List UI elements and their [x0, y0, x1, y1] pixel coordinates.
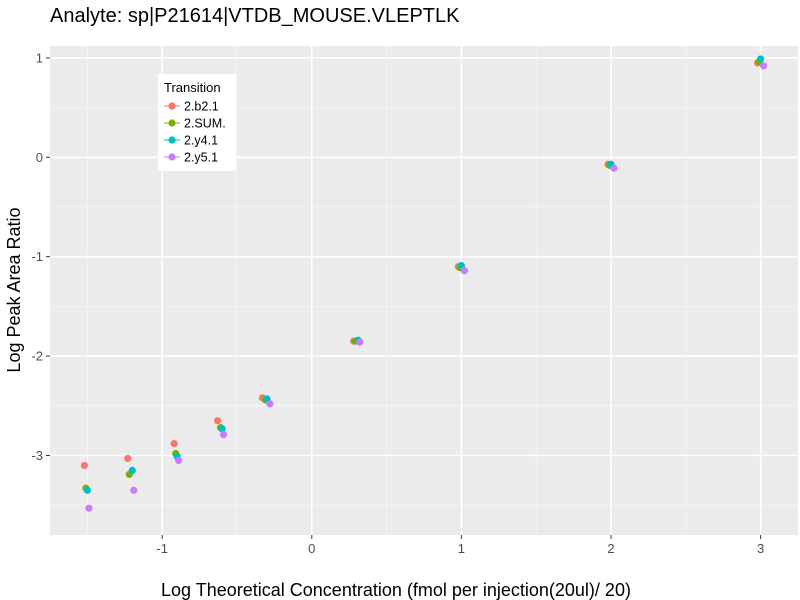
legend-items: 2.b2.1 2.SUM. 2.y4.1 2.y5.1 — [164, 100, 226, 165]
data-points — [80, 55, 768, 512]
data-point — [85, 504, 93, 512]
data-point — [218, 425, 226, 433]
legend-key-point — [168, 119, 176, 127]
legend-title: Transition — [164, 80, 221, 95]
y-tick-label: -3 — [31, 448, 43, 463]
y-axis-title: Log Peak Area Ratio — [4, 207, 24, 372]
data-point — [124, 454, 132, 463]
x-tick-label: 2 — [607, 541, 614, 556]
data-point — [175, 456, 183, 465]
legend-label: 2.b2.1 — [184, 100, 219, 114]
data-point — [356, 338, 364, 346]
tick-labels: -1 0 1 2 3 -3 -2 -1 0 1 — [31, 50, 764, 556]
data-point — [170, 439, 178, 448]
legend-label: 2.SUM. — [184, 117, 226, 131]
data-point — [80, 461, 89, 470]
legend-key-point — [168, 136, 176, 144]
legend-label: 2.y4.1 — [184, 134, 218, 148]
data-point — [759, 62, 768, 70]
legend-label: 2.y5.1 — [184, 151, 218, 165]
data-point — [219, 431, 228, 439]
y-tick-label: 0 — [36, 150, 43, 165]
y-tick-label: -2 — [31, 349, 43, 364]
axis-ticks — [46, 57, 762, 539]
legend-key-point — [168, 153, 176, 161]
x-tick-label: 3 — [757, 541, 764, 556]
data-point — [460, 267, 468, 275]
data-point — [130, 486, 138, 494]
x-axis-title: Log Theoretical Concentration (fmol per … — [161, 580, 631, 600]
data-point — [83, 486, 91, 494]
legend-key-point — [168, 102, 176, 110]
data-point — [610, 164, 618, 172]
chart-title: Analyte: sp|P21614|VTDB_MOUSE.VLEPTLK — [50, 5, 460, 27]
data-point — [128, 466, 136, 474]
legend: Transition 2.b2.1 2.SUM. 2.y4.1 2.y5.1 — [158, 74, 236, 171]
data-point — [757, 55, 765, 63]
x-tick-label: 0 — [308, 541, 315, 556]
x-tick-label: -1 — [156, 541, 168, 556]
y-tick-label: -1 — [31, 249, 43, 264]
data-point — [213, 417, 222, 425]
x-tick-label: 1 — [458, 541, 465, 556]
y-tick-label: 1 — [36, 50, 43, 65]
minor-gridlines — [50, 46, 798, 535]
data-point — [266, 400, 274, 408]
